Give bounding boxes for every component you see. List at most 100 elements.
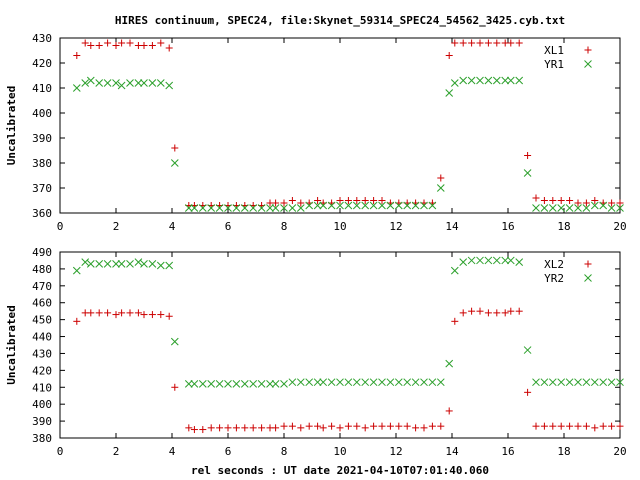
data-point xyxy=(574,199,582,207)
data-point xyxy=(165,44,173,52)
data-point xyxy=(484,256,493,265)
data-point xyxy=(467,256,476,265)
data-point xyxy=(271,204,280,212)
data-point xyxy=(134,79,143,87)
data-point xyxy=(95,42,103,49)
data-point xyxy=(411,201,420,210)
data-point xyxy=(574,378,582,387)
data-point xyxy=(112,79,120,87)
data-point xyxy=(515,39,523,47)
data-point xyxy=(607,378,616,387)
data-point xyxy=(476,76,484,85)
data-point xyxy=(190,426,198,434)
data-point xyxy=(86,76,95,85)
data-point xyxy=(81,79,90,87)
data-point xyxy=(436,378,445,387)
data-point xyxy=(437,422,445,430)
data-point xyxy=(515,307,523,315)
data-point xyxy=(420,424,428,432)
x-tick-label: 14 xyxy=(445,220,459,233)
data-point xyxy=(532,194,540,202)
data-point xyxy=(361,424,369,432)
data-point xyxy=(297,199,305,207)
x-tick-label: 14 xyxy=(445,445,459,458)
data-point xyxy=(258,424,266,432)
data-point xyxy=(95,79,104,87)
data-point xyxy=(492,76,501,85)
data-point xyxy=(386,378,395,387)
data-point xyxy=(257,204,266,212)
data-point xyxy=(319,424,327,432)
data-point xyxy=(428,422,436,430)
data-point xyxy=(386,422,394,430)
legend-marker xyxy=(584,274,592,282)
data-point xyxy=(118,309,126,317)
y-tick-label: 430 xyxy=(32,32,52,45)
x-tick-label: 6 xyxy=(225,445,232,458)
data-point xyxy=(549,422,557,430)
data-point xyxy=(369,201,378,210)
data-point xyxy=(336,197,344,204)
y-tick-label: 430 xyxy=(32,347,52,360)
y-tick-label: 490 xyxy=(32,246,52,259)
data-point xyxy=(327,201,336,210)
data-point xyxy=(386,201,395,210)
y-tick-label: 440 xyxy=(32,331,52,344)
data-point xyxy=(590,201,599,210)
data-point xyxy=(506,76,515,85)
data-point xyxy=(216,424,224,432)
data-point xyxy=(81,258,90,266)
panel-2: 0 2 4 6 8 10 12 14 16 18 20 380 390 400 410 420 430 440 45… xyxy=(5,246,627,458)
data-point xyxy=(313,201,322,210)
data-point xyxy=(515,76,524,85)
x-tick-label: 10 xyxy=(333,445,346,458)
data-point xyxy=(403,378,412,387)
plot-frame xyxy=(59,37,621,214)
data-point xyxy=(501,256,510,265)
data-point xyxy=(599,422,607,430)
data-point xyxy=(198,204,207,212)
data-point xyxy=(104,309,112,317)
data-point xyxy=(540,204,549,212)
data-point xyxy=(582,199,590,207)
data-point xyxy=(370,197,378,204)
data-point xyxy=(344,201,353,210)
series-yr1 xyxy=(72,76,624,212)
y-tick-label: 420 xyxy=(32,364,52,377)
y-axis-label: Uncalibrated xyxy=(5,305,18,384)
data-point xyxy=(297,424,305,432)
data-point xyxy=(501,309,509,317)
data-point xyxy=(103,259,112,268)
data-point xyxy=(616,199,624,207)
y-axis-label: Uncalibrated xyxy=(5,86,18,165)
data-point xyxy=(369,378,378,387)
data-point xyxy=(540,422,548,430)
data-point xyxy=(591,424,599,432)
x-tick-label: 8 xyxy=(281,220,288,233)
data-point xyxy=(574,204,582,212)
data-point xyxy=(241,424,249,432)
legend-marker xyxy=(584,46,592,54)
data-point xyxy=(73,52,81,59)
data-point xyxy=(249,380,258,388)
y-tick-label: 370 xyxy=(32,182,52,195)
data-point xyxy=(112,42,120,49)
data-point xyxy=(451,39,459,47)
data-point xyxy=(118,39,126,47)
data-point xyxy=(140,311,148,319)
data-point xyxy=(257,380,266,388)
data-point xyxy=(249,424,257,432)
data-point xyxy=(532,422,540,430)
data-point xyxy=(403,201,412,210)
y-tick-label: 380 xyxy=(32,432,52,445)
data-point xyxy=(467,76,476,85)
data-point xyxy=(314,197,322,204)
data-point xyxy=(156,261,165,270)
data-point xyxy=(313,378,322,387)
data-point xyxy=(171,383,179,391)
data-point xyxy=(336,378,344,387)
data-point xyxy=(428,201,437,210)
data-point xyxy=(493,309,501,317)
legend-label: XL1 xyxy=(544,44,564,57)
data-point xyxy=(165,261,174,270)
